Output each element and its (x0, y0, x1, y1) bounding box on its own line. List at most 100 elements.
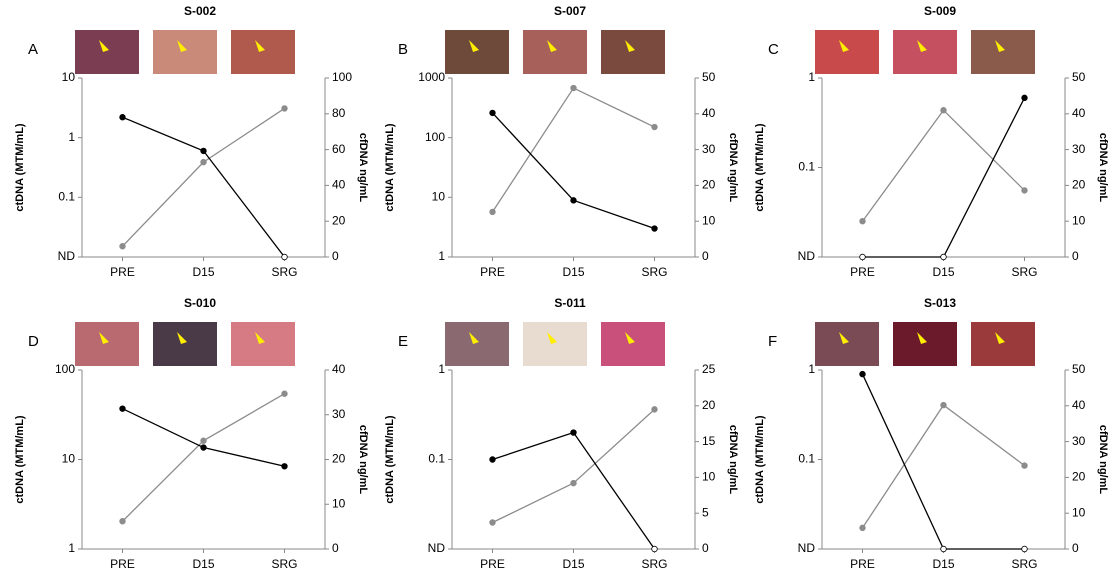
y2-tick-label: 25 (702, 362, 716, 376)
y-tick-label: 1 (808, 70, 815, 84)
y2-tick-label: 10 (702, 470, 716, 484)
x-tick-label: PRE (110, 265, 135, 279)
panel: S-007 B 1 10 100 1000 0 10 20 30 40 50 ctDNA (MTM/mL… (384, 4, 739, 279)
point (570, 197, 577, 204)
point (1021, 545, 1028, 553)
x-tick-label: D15 (932, 265, 954, 279)
arrow (177, 40, 187, 52)
y-axis-label: ctDNA (MTM/mL) (384, 415, 396, 504)
y-tick-label: ND (428, 541, 446, 555)
point (570, 479, 577, 487)
y-tick-label: 10 (62, 452, 76, 466)
y-tick-label: 1000 (418, 70, 445, 84)
y2-tick-label: 30 (1072, 434, 1086, 448)
chart-title: S-009 (924, 4, 956, 18)
y2-tick-label: 20 (702, 398, 716, 412)
y2-tick-label: 10 (332, 496, 346, 510)
y2-axis-label: cfDNA ng/mL (357, 425, 369, 495)
point (859, 370, 866, 378)
y-tick-label: ND (798, 541, 816, 555)
x-tick-label: D15 (192, 265, 214, 279)
x-tick-label: SRG (271, 557, 297, 571)
y-tick-label: 0.1 (428, 452, 445, 466)
y2-tick-label: 20 (332, 452, 346, 466)
photo (893, 322, 957, 366)
point (489, 208, 496, 216)
y-tick-label: 0.1 (798, 160, 815, 174)
y2-axis-label: cfDNA ng/mL (727, 425, 739, 495)
series-line (861, 109, 1025, 222)
y2-tick-label: 0 (332, 541, 339, 555)
x-tick-label: SRG (641, 265, 667, 279)
point (570, 84, 577, 92)
arrow (995, 332, 1005, 344)
point (940, 253, 947, 261)
series-line (492, 112, 655, 230)
y2-tick-label: 10 (1072, 213, 1086, 227)
x-tick-label: SRG (271, 265, 297, 279)
photo (153, 322, 217, 366)
photo (893, 30, 957, 74)
point (1021, 462, 1028, 469)
y2-tick-label: 30 (332, 407, 346, 421)
photo (971, 322, 1035, 366)
y-tick-label: 1 (68, 130, 75, 144)
y-tick-label: 0.1 (58, 190, 75, 204)
point (651, 545, 658, 553)
arrow (255, 332, 265, 344)
point (1021, 94, 1028, 102)
y-tick-label: ND (58, 249, 76, 263)
series-line (862, 97, 1026, 258)
arrow (547, 332, 557, 344)
y-axis-label: ctDNA (MTM/mL) (14, 123, 26, 212)
x-tick-label: PRE (850, 265, 875, 279)
y2-tick-label: 40 (332, 178, 346, 192)
arrow (547, 40, 557, 52)
panel-label: C (768, 41, 779, 58)
point (940, 545, 947, 553)
point (859, 217, 866, 225)
panel-label: F (768, 333, 777, 350)
series-line (122, 393, 285, 522)
point (200, 444, 207, 451)
y2-tick-label: 15 (702, 434, 716, 448)
point (119, 243, 126, 250)
y-tick-label: 10 (432, 190, 446, 204)
chart-title: S-002 (184, 4, 216, 18)
photo (445, 322, 509, 366)
y2-tick-label: 40 (1072, 106, 1086, 120)
series-line (492, 408, 655, 524)
x-tick-label: PRE (480, 265, 505, 279)
x-tick-label: SRG (1011, 265, 1037, 279)
chart-title: S-010 (184, 296, 216, 310)
photo (971, 30, 1035, 74)
series-line (492, 431, 656, 550)
arrow (839, 332, 849, 344)
y2-tick-label: 20 (1072, 178, 1086, 192)
photo (445, 30, 509, 74)
point (489, 109, 496, 117)
point (651, 225, 658, 232)
y2-tick-label: 5 (702, 505, 709, 519)
photo (601, 322, 665, 366)
y-tick-label: 10 (62, 70, 76, 84)
point (281, 390, 288, 397)
y2-axis-label: cfDNA ng/mL (1097, 133, 1109, 203)
arrow (177, 332, 187, 344)
y2-tick-label: 20 (1072, 470, 1086, 484)
arrow (255, 40, 265, 52)
y2-axis-label: cfDNA ng/mL (357, 133, 369, 203)
arrow (625, 40, 635, 52)
series-line (861, 404, 1025, 529)
x-tick-label: SRG (1011, 557, 1037, 571)
arrow (99, 332, 109, 344)
y-tick-label: 100 (55, 362, 75, 376)
y-tick-label: ND (798, 249, 816, 263)
photo (523, 322, 587, 366)
point (940, 401, 947, 409)
point (119, 518, 126, 525)
